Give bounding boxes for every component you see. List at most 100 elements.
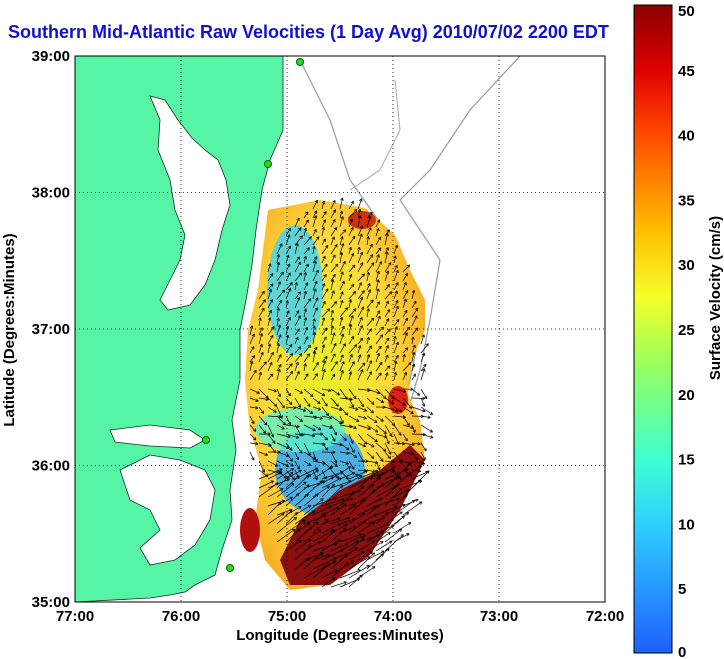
- velocity-arrow: [384, 233, 389, 246]
- velocity-arrow: [420, 433, 434, 439]
- arrow-head: [342, 370, 344, 374]
- arrow-head: [366, 336, 370, 340]
- arrow-head: [364, 408, 367, 412]
- velocity-arrow: [339, 388, 348, 400]
- arrow-head: [289, 509, 293, 512]
- arrow-head: [422, 409, 426, 412]
- velocity-arrow: [312, 229, 317, 237]
- arrow-head: [367, 283, 371, 286]
- velocity-arrow: [393, 290, 398, 300]
- velocity-arrow: [285, 415, 291, 426]
- arrow-head: [277, 501, 282, 504]
- velocity-arrow: [357, 337, 363, 345]
- arrow-head: [354, 504, 357, 508]
- arrow-head: [368, 236, 370, 240]
- arrow-head: [401, 443, 405, 446]
- arrow-head: [311, 435, 316, 438]
- arrow-head: [289, 282, 293, 284]
- y-tick-label: 36:00: [32, 458, 70, 475]
- arrow-head: [409, 522, 412, 526]
- velocity-arrow: [402, 264, 410, 273]
- arrow-head: [430, 435, 434, 438]
- velocity-arrow: [375, 247, 382, 255]
- arrow-head: [314, 318, 316, 322]
- velocity-arrow: [330, 562, 349, 579]
- arrow-head: [314, 373, 318, 376]
- arrow-head: [424, 368, 426, 372]
- arrow-head: [388, 522, 392, 526]
- arrow-head: [276, 343, 280, 346]
- arrow-head: [320, 416, 323, 419]
- arrow-head: [340, 421, 344, 424]
- arrow-head: [345, 437, 347, 441]
- arrow-head: [277, 281, 281, 284]
- arrow-head: [309, 526, 313, 528]
- velocity-arrow: [402, 433, 408, 442]
- velocity-arrow: [276, 334, 282, 345]
- arrow-head: [407, 533, 410, 537]
- arrow-head: [323, 461, 326, 464]
- arrow-head: [376, 301, 380, 304]
- velocity-arrow: [393, 406, 402, 412]
- arrow-head: [334, 263, 338, 266]
- arrow-head: [362, 486, 365, 490]
- velocity-arrow: [249, 415, 255, 424]
- velocity-arrow: [258, 424, 267, 434]
- velocity-arrow: [294, 388, 303, 394]
- velocity-arrow: [357, 296, 363, 309]
- arrow-head: [386, 309, 390, 312]
- arrow-head: [305, 263, 309, 266]
- arrow-head: [310, 526, 313, 530]
- velocity-arrow: [294, 328, 300, 336]
- velocity-arrow: [303, 498, 324, 516]
- arrow-head: [387, 251, 389, 255]
- velocity-arrow: [312, 397, 321, 404]
- arrow-head: [386, 365, 390, 368]
- arrow-head: [384, 448, 387, 452]
- arrow-head: [328, 308, 331, 312]
- arrow-head: [368, 308, 370, 312]
- velocity-arrow: [321, 263, 328, 273]
- bathymetry-contour: [349, 79, 401, 191]
- velocity-arrow: [402, 362, 412, 372]
- arrow-head: [319, 551, 323, 554]
- arrow-head: [312, 351, 316, 354]
- arrow-head: [396, 483, 400, 485]
- arrow-head: [417, 443, 421, 446]
- arrow-head: [378, 372, 382, 375]
- velocity-arrow: [249, 346, 255, 354]
- arrow-head: [341, 497, 345, 500]
- velocity-arrow: [321, 317, 325, 327]
- arrow-head: [305, 211, 309, 214]
- velocity-arrow: [366, 299, 374, 309]
- arrow-head: [287, 445, 290, 449]
- x-tick-label: 75:00: [268, 608, 306, 625]
- arrow-head: [384, 395, 387, 399]
- velocity-arrow: [393, 469, 402, 480]
- arrow-head: [287, 334, 290, 338]
- arrow-head: [264, 299, 266, 303]
- arrow-head: [377, 236, 381, 239]
- arrow-head: [313, 510, 316, 514]
- arrow-head: [327, 554, 330, 558]
- arrow-head: [375, 419, 378, 423]
- arrow-head: [296, 297, 300, 300]
- arrow-head: [329, 416, 332, 419]
- arrow-head: [360, 405, 364, 408]
- arrow-head: [350, 315, 354, 318]
- velocity-arrow: [330, 460, 338, 467]
- velocity-arrow: [348, 565, 370, 579]
- velocity-arrow: [294, 460, 300, 470]
- velocity-arrow: [357, 362, 366, 372]
- arrow-head: [355, 209, 358, 213]
- arrow-head: [316, 522, 319, 526]
- arrow-head: [325, 288, 329, 291]
- arrow-head: [395, 336, 397, 340]
- arrow-head: [376, 270, 380, 274]
- arrow-head: [335, 569, 338, 573]
- arrow-head: [370, 317, 374, 320]
- arrow-head: [372, 455, 375, 459]
- velocity-arrow: [357, 252, 363, 264]
- velocity-arrow: [366, 415, 378, 423]
- arrow-head: [287, 436, 291, 439]
